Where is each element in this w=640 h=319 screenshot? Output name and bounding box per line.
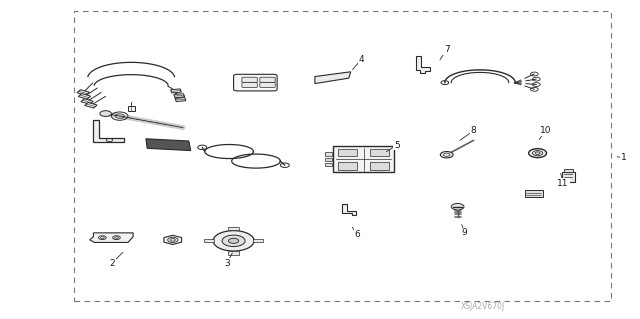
Text: 6: 6: [355, 230, 360, 239]
Bar: [204, 239, 214, 242]
Polygon shape: [78, 93, 91, 99]
Bar: [325, 158, 332, 161]
FancyBboxPatch shape: [260, 82, 275, 87]
Polygon shape: [342, 204, 356, 215]
Bar: [562, 172, 575, 182]
FancyBboxPatch shape: [242, 82, 257, 87]
Polygon shape: [128, 106, 134, 111]
Text: 8: 8: [471, 126, 476, 135]
Polygon shape: [81, 99, 93, 104]
Text: 2: 2: [109, 259, 115, 268]
Bar: [564, 169, 573, 172]
FancyBboxPatch shape: [234, 74, 277, 91]
Circle shape: [535, 152, 540, 154]
Text: 3: 3: [225, 259, 230, 268]
Text: 9: 9: [462, 228, 467, 237]
Circle shape: [440, 152, 453, 158]
Polygon shape: [90, 233, 133, 242]
Polygon shape: [171, 89, 181, 93]
Polygon shape: [77, 90, 90, 95]
Polygon shape: [84, 102, 97, 108]
Text: 1: 1: [621, 153, 627, 162]
Bar: [338, 149, 357, 156]
Text: 10: 10: [540, 126, 551, 135]
Polygon shape: [416, 56, 430, 73]
FancyBboxPatch shape: [242, 77, 257, 82]
Polygon shape: [93, 120, 124, 142]
Polygon shape: [315, 72, 351, 84]
Circle shape: [100, 111, 111, 116]
Polygon shape: [175, 98, 186, 101]
Bar: [228, 251, 239, 255]
Bar: [525, 190, 543, 197]
Bar: [325, 163, 332, 166]
Circle shape: [115, 237, 118, 239]
Bar: [253, 239, 263, 242]
Polygon shape: [164, 235, 182, 244]
Text: XSJA2V670J: XSJA2V670J: [461, 302, 506, 311]
Circle shape: [100, 237, 104, 239]
FancyBboxPatch shape: [260, 77, 275, 82]
Text: 5: 5: [394, 141, 399, 150]
Polygon shape: [174, 94, 184, 98]
Circle shape: [222, 235, 245, 247]
Bar: [370, 149, 389, 156]
Circle shape: [451, 204, 464, 210]
Text: 4: 4: [359, 55, 364, 63]
Text: 7: 7: [444, 45, 449, 54]
Bar: [325, 152, 332, 156]
Text: 11: 11: [557, 179, 569, 188]
Bar: [333, 146, 394, 172]
Bar: [74, 11, 611, 301]
Circle shape: [170, 239, 175, 241]
Bar: [228, 227, 239, 230]
Circle shape: [228, 238, 239, 243]
Bar: [370, 162, 389, 170]
Bar: [338, 162, 357, 170]
Polygon shape: [146, 139, 191, 151]
Circle shape: [213, 231, 254, 251]
Circle shape: [529, 149, 547, 158]
